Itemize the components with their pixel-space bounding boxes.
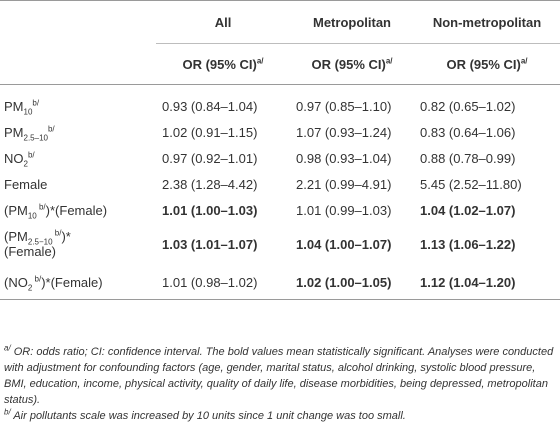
value-cell: 1.04 (1.02–1.07) <box>420 202 516 218</box>
subheader-cell: OR (95% CI)a/ <box>290 43 414 85</box>
row-label: (PM2.5−10 b/)* (Female) <box>4 228 71 259</box>
row-label: PM10b/ <box>4 98 40 117</box>
value-cell: 2.21 (0.99–4.91) <box>296 176 392 192</box>
table-row: PM2.5–10b/1.02 (0.91–1.15) 1.07 (0.93–1.2… <box>0 119 560 145</box>
value-cell: 1.03 (1.01–1.07) <box>162 236 258 252</box>
table-row: NO2b/0.97 (0.92–1.01) 0.98 (0.93–1.04) 0.8… <box>0 145 560 171</box>
table-row: Female 2.38 (1.28–4.42) 2.21 (0.99–4.91) 5.… <box>0 171 560 197</box>
value-cell: 1.04 (1.00–1.07) <box>296 236 392 252</box>
value-cell: 0.97 (0.92–1.01) <box>162 150 258 166</box>
value-cell: 0.97 (0.85–1.10) <box>296 98 392 114</box>
value-cell: 1.02 (1.00–1.05) <box>290 265 414 300</box>
subheader-row: OR (95% CI)a/ OR (95% CI)a/ OR (95% CI)a… <box>0 43 560 85</box>
table-footnotes: a/ OR: odds ratio; CI: confidence interv… <box>4 344 556 424</box>
value-cell: 0.83 (0.64–1.06) <box>420 124 516 140</box>
header-blank <box>0 0 156 44</box>
value-cell: 2.38 (1.28–4.42) <box>162 176 258 192</box>
subheader-cell: OR (95% CI)a/ <box>414 43 560 85</box>
value-cell: 1.01 (0.98–1.02) <box>156 265 290 300</box>
value-cell: 0.82 (0.65–1.02) <box>420 98 516 114</box>
odds-ratio-table: All Metropolitan Non-metropolitan OR (95… <box>0 0 560 300</box>
value-cell: 0.98 (0.93–1.04) <box>296 150 392 166</box>
value-cell: 0.93 (0.84–1.04) <box>162 98 258 114</box>
table-row: PM10b/0.93 (0.84–1.04) 0.97 (0.85–1.10) 0.… <box>0 85 560 120</box>
header-row: All Metropolitan Non-metropolitan <box>0 0 560 44</box>
subheader-blank <box>0 43 156 85</box>
row-label: Female <box>4 176 48 192</box>
value-cell: 1.01 (0.99–1.03) <box>296 202 392 218</box>
subheader-cell: OR (95% CI)a/ <box>156 43 290 85</box>
footnote-a: a/ OR: odds ratio; CI: confidence interv… <box>4 343 554 406</box>
value-cell: 5.45 (2.52–11.80) <box>420 176 522 192</box>
column-header-all: All <box>156 0 290 44</box>
value-cell: 1.02 (0.91–1.15) <box>162 124 258 140</box>
value-cell: 0.88 (0.78–0.99) <box>420 150 516 166</box>
row-label: (PM10 b/)*(Female) <box>4 202 108 221</box>
footnote-b: b/ Air pollutants scale was increased by… <box>4 407 406 422</box>
value-cell: 1.12 (1.04–1.20) <box>414 265 560 300</box>
value-cell: 1.13 (1.06–1.22) <box>420 236 516 252</box>
row-label: NO2b/ <box>4 150 35 169</box>
column-header-metropolitan: Metropolitan <box>290 0 414 44</box>
table-row: (PM2.5−10 b/)* (Female) 1.03 (1.01–1.07) 1.… <box>0 223 560 265</box>
row-label: (NO2 b/)*(Female) <box>0 265 156 300</box>
value-cell: 1.01 (1.00–1.03) <box>162 202 258 218</box>
column-header-non-metropolitan: Non-metropolitan <box>414 0 560 44</box>
table-row: (PM10 b/)*(Female) 1.01 (1.00–1.03) 1.01 (… <box>0 197 560 223</box>
table-row: (NO2 b/)*(Female) 1.01 (0.98–1.02) 1.02 (1… <box>0 265 560 300</box>
row-label: PM2.5–10b/ <box>4 124 55 143</box>
value-cell: 1.07 (0.93–1.24) <box>296 124 392 140</box>
